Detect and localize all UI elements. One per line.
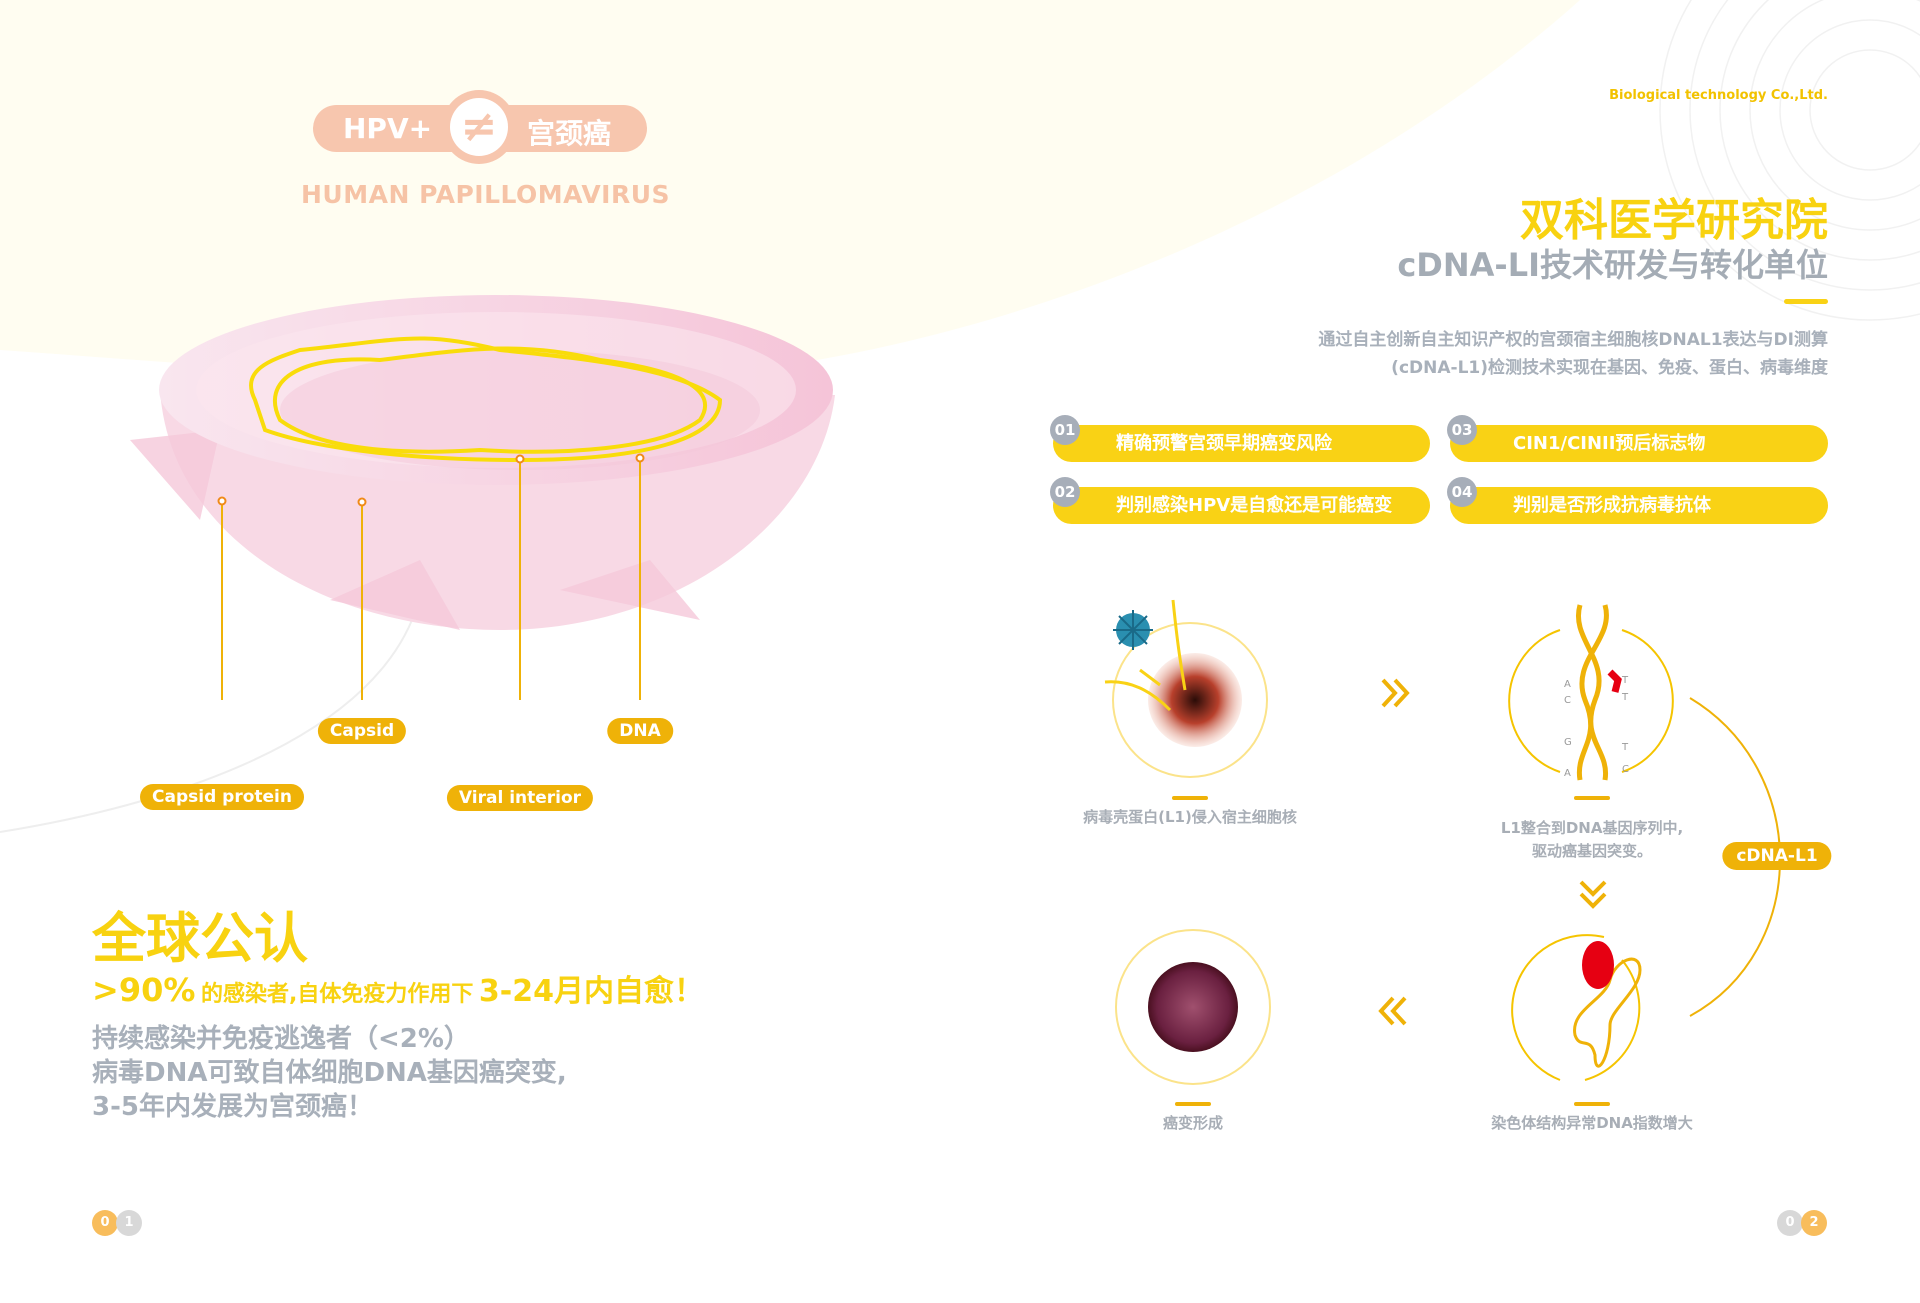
accent-bar	[1784, 299, 1828, 304]
page-number-digit: 1	[116, 1210, 142, 1236]
dna-helix-icon	[1576, 604, 1609, 781]
step-chromosome-abnormal	[1511, 934, 1642, 1081]
feature-pill: 判别是否形成抗病毒抗体	[1450, 487, 1828, 524]
chromosome-icon	[1573, 957, 1642, 1068]
tumor-icon	[1148, 962, 1238, 1052]
step-caption: 染色体结构异常DNA指数增大	[1491, 1114, 1693, 1132]
base-letter: A	[1564, 679, 1571, 690]
double-chevron-left-icon	[1378, 996, 1407, 1026]
not-equal-icon: ≠	[442, 90, 516, 164]
body-text: 持续感染并免疫逃逸者（<2%） 病毒DNA可致自体细胞DNA基因癌突变, 3-5…	[92, 1022, 567, 1124]
description-line: 通过自主创新自主知识产权的宫颈宿主细胞核DNAL1表达与DI测算	[1318, 330, 1828, 350]
feature-text: CIN1/CINII预后标志物	[1513, 433, 1706, 454]
body-line: 病毒DNA可致自体细胞DNA基因癌突变,	[92, 1058, 567, 1088]
feature-number: 02	[1050, 477, 1080, 507]
step-bar	[1172, 796, 1208, 800]
feature-number: 04	[1447, 477, 1477, 507]
label-viral-interior: Viral interior	[446, 785, 594, 811]
step-bar	[1574, 1102, 1610, 1106]
cell-nucleus-icon	[1148, 653, 1242, 747]
institute-subtitle: cDNA-LI技术研发与转化单位	[1397, 246, 1828, 284]
mutation-marker-icon	[1607, 669, 1622, 693]
institute-title: 双科医学研究院	[1520, 195, 1828, 246]
label-capsid-protein: Capsid protein	[140, 784, 304, 810]
feature-number: 01	[1050, 415, 1080, 445]
step-caption: L1整合到DNA基因序列中,	[1500, 819, 1684, 837]
feature-text: 精确预警宫颈早期癌变风险	[1116, 433, 1332, 454]
double-chevron-down-icon	[1579, 880, 1607, 909]
base-letter: T	[1621, 742, 1629, 753]
feature-text: 判别感染HPV是自愈还是可能癌变	[1116, 495, 1393, 516]
cycle-label-badge: cDNA-L1	[1722, 842, 1832, 870]
base-letter: A	[1564, 768, 1571, 779]
virus-icon	[1113, 610, 1153, 650]
feature-pill: CIN1/CINII预后标志物	[1450, 425, 1828, 462]
double-chevron-right-icon	[1381, 678, 1410, 708]
step-caption: 病毒壳蛋白(L1)侵入宿主细胞核	[1083, 808, 1297, 826]
page-number-digit: 0	[92, 1210, 118, 1236]
step-bar	[1574, 796, 1610, 800]
body-line: 3-5年内发展为宫颈癌！	[92, 1092, 373, 1122]
stat-percent: >90%	[92, 971, 196, 1009]
base-letter: T	[1621, 675, 1629, 686]
label-dna: DNA	[607, 718, 673, 744]
stat-highlight: 3-24月内自愈！	[478, 974, 704, 1009]
step-caption: 癌变形成	[1162, 1114, 1224, 1132]
description-line: (cDNA-L1)检测技术实现在基因、免疫、蛋白、病毒维度	[1391, 358, 1828, 378]
base-letter: T	[1621, 692, 1629, 703]
step-cancer-formation	[1115, 929, 1271, 1085]
stat-middle: 的感染者,自体免疫力作用下	[200, 982, 474, 1007]
body-line: 持续感染并免疫逃逸者（<2%）	[92, 1024, 470, 1054]
company-name: Biological technology Co.,Ltd.	[1609, 88, 1828, 103]
step-caption: 驱动癌基因突变。	[1531, 842, 1653, 860]
chromosome-mutation-icon	[1582, 941, 1614, 989]
feature-pill: 判别感染HPV是自愈还是可能癌变	[1053, 487, 1430, 524]
feature-text: 判别是否形成抗病毒抗体	[1513, 495, 1711, 516]
base-letter: C	[1564, 695, 1571, 706]
step-virus-invasion	[1104, 599, 1268, 778]
base-letter: C	[1622, 764, 1629, 775]
step-dna-integration: A C G A T T T C	[1508, 604, 1674, 781]
feature-pill: 精确预警宫颈早期癌变风险	[1053, 425, 1430, 462]
badge-right-text: 宫颈癌	[527, 117, 612, 150]
badge-left-text: HPV+	[343, 112, 433, 145]
page-number-digit: 2	[1801, 1210, 1827, 1236]
feature-number: 03	[1447, 415, 1477, 445]
base-letter: G	[1564, 737, 1572, 748]
virus-cross-section-illustration	[130, 295, 835, 700]
description: 通过自主创新自主知识产权的宫颈宿主细胞核DNAL1表达与DI测算 (cDNA-L…	[1318, 326, 1828, 382]
hpv-subtitle: HUMAN PAPILLOMAVIRUS	[301, 180, 671, 209]
headline: 全球公认	[92, 907, 308, 970]
cdna-cycle-diagram: A C G A T T T C	[1104, 599, 1781, 1085]
label-capsid: Capsid	[317, 718, 407, 744]
stat-line: >90% 的感染者,自体免疫力作用下 3-24月内自愈！	[92, 966, 704, 1010]
page-number-digit: 0	[1777, 1210, 1803, 1236]
step-bar	[1175, 1102, 1211, 1106]
